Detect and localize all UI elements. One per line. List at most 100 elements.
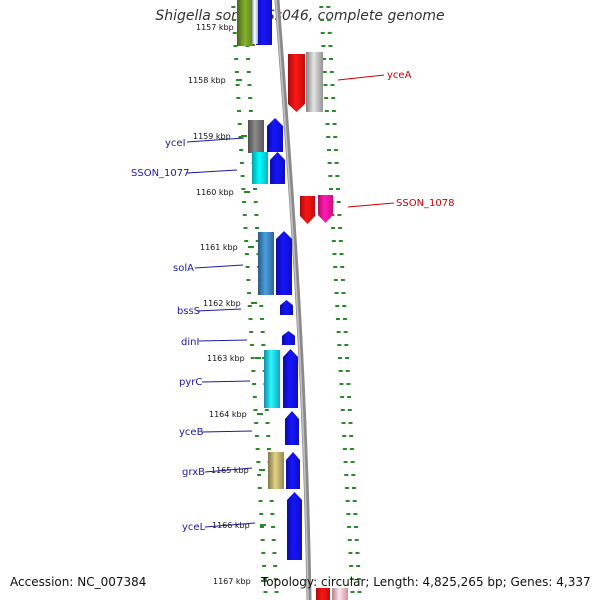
guide-dot xyxy=(356,578,361,580)
kbp-label: 1158 kbp xyxy=(188,76,226,85)
gene-yceI-block xyxy=(267,118,283,152)
guide-dot xyxy=(234,58,239,60)
guide-dot xyxy=(335,305,340,307)
gene-label-leader xyxy=(201,430,253,433)
guide-dot xyxy=(257,487,262,489)
guide-dot xyxy=(331,110,336,112)
guide-dot xyxy=(262,565,267,567)
guide-dot xyxy=(259,513,264,515)
guide-dot xyxy=(355,552,360,554)
guide-dot xyxy=(351,474,356,476)
guide-dot xyxy=(321,45,326,47)
guide-dot xyxy=(254,435,259,437)
guide-dot xyxy=(257,474,262,476)
guide-dot xyxy=(264,409,269,411)
guide-dot xyxy=(336,188,341,190)
guide-dot xyxy=(357,591,362,593)
kbp-label: 1162 kbp xyxy=(203,299,241,308)
gene-label-SSON_1077: SSON_1077 xyxy=(131,168,190,179)
guide-dot xyxy=(249,331,254,333)
guide-dot xyxy=(353,513,358,515)
gene-features xyxy=(237,0,348,600)
guide-dot xyxy=(242,201,247,203)
guide-dot xyxy=(347,409,352,411)
guide-dot xyxy=(342,318,347,320)
guide-dot xyxy=(322,71,327,73)
guide-dot xyxy=(326,149,331,151)
guide-dot xyxy=(261,552,266,554)
gene-SSON_1078-block xyxy=(300,196,315,224)
guide-dot xyxy=(320,19,325,21)
accession-text: Accession: NC_007384 xyxy=(10,575,147,589)
guide-dot xyxy=(265,422,270,424)
guide-dot xyxy=(259,305,264,307)
guide-dot xyxy=(327,162,332,164)
guide-dot xyxy=(333,279,338,281)
guide-dot xyxy=(342,305,347,307)
gene-bssS-block xyxy=(280,300,293,315)
guide-dot xyxy=(248,97,253,99)
gene-label-grxB: grxB xyxy=(182,467,205,478)
gene-dinI-block xyxy=(282,331,295,345)
guide-dot xyxy=(349,435,354,437)
guide-dot xyxy=(350,461,355,463)
gene-solA-block xyxy=(276,231,292,295)
guide-dot xyxy=(247,292,252,294)
partial-feature-blue xyxy=(256,0,272,45)
guide-dot xyxy=(334,162,339,164)
gene-label-leader xyxy=(347,202,395,208)
guide-dot xyxy=(234,71,239,73)
gene-label-leader xyxy=(337,74,385,81)
gene-yceA-cog-block xyxy=(306,52,323,112)
guide-dot xyxy=(256,461,261,463)
guide-dot xyxy=(349,448,354,450)
guide-dot xyxy=(338,357,343,359)
guide-dot xyxy=(343,331,348,333)
guide-dot xyxy=(323,84,328,86)
guide-dot xyxy=(332,253,337,255)
kbp-label: 1163 kbp xyxy=(207,354,245,363)
guide-dot xyxy=(341,292,346,294)
guide-dot xyxy=(237,123,242,125)
guide-dot xyxy=(332,123,337,125)
guide-dot xyxy=(351,487,356,489)
guide-dot xyxy=(261,344,266,346)
guide-dot xyxy=(231,6,236,8)
guide-dot xyxy=(246,58,251,60)
gene-label-yceI: yceI xyxy=(165,138,186,149)
guide-dot xyxy=(340,409,345,411)
guide-dot xyxy=(327,19,332,21)
gene-label-solA: solA xyxy=(173,263,194,274)
guide-dot xyxy=(322,58,327,60)
guide-dot xyxy=(232,32,237,34)
guide-dot xyxy=(343,461,348,463)
gene-label-leader xyxy=(201,380,251,383)
guide-dot xyxy=(271,539,276,541)
guide-dot xyxy=(260,539,265,541)
gene-pyrC-block xyxy=(283,349,298,408)
gene-yceL-block xyxy=(287,492,302,560)
gene-yceI-cog-block xyxy=(248,120,264,153)
guide-dot xyxy=(255,448,260,450)
guide-dot xyxy=(331,97,336,99)
guide-dot xyxy=(339,253,344,255)
guide-dot xyxy=(259,318,264,320)
guide-dot xyxy=(246,71,251,73)
guide-dot xyxy=(249,344,254,346)
guide-dot xyxy=(238,136,243,138)
guide-dot xyxy=(347,396,352,398)
guide-dot xyxy=(329,58,334,60)
guide-dot xyxy=(272,552,277,554)
guide-dot xyxy=(338,370,343,372)
guide-dot xyxy=(345,500,350,502)
guide-dot xyxy=(345,370,350,372)
guide-dot xyxy=(247,84,252,86)
gene-SSON_1077-block xyxy=(270,152,285,184)
guide-dot xyxy=(324,97,329,99)
guide-dot xyxy=(330,84,335,86)
guide-dot xyxy=(255,240,260,242)
guide-dot xyxy=(253,409,258,411)
guide-dot xyxy=(254,214,259,216)
guide-dot xyxy=(325,123,330,125)
